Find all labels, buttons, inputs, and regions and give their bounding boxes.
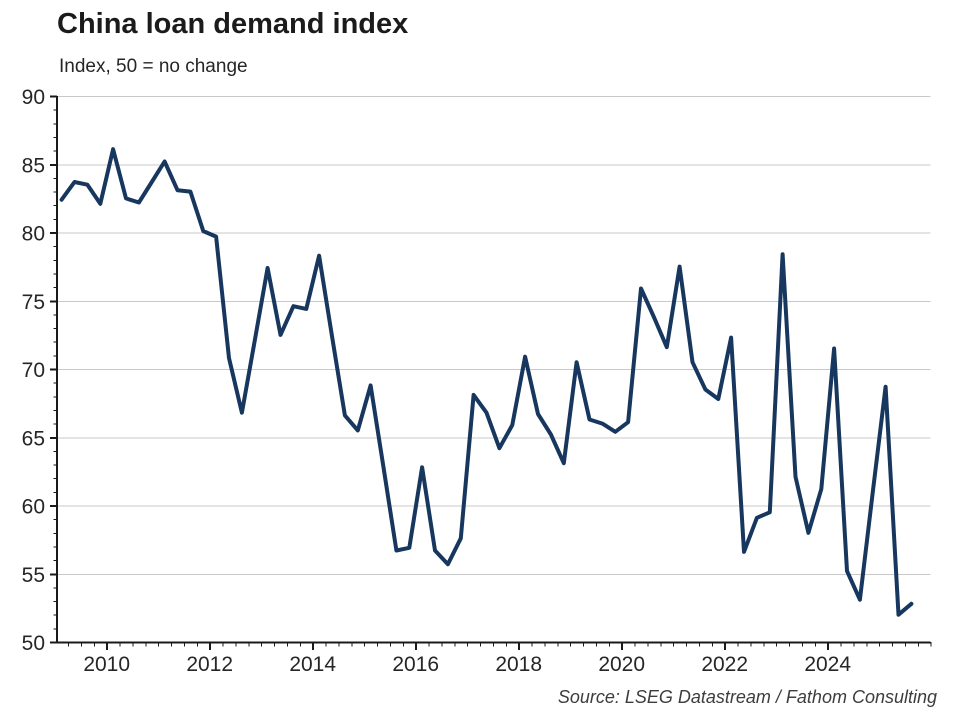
y-tick-label: 65 [22, 427, 45, 450]
x-tick-label: 2018 [495, 653, 542, 676]
x-tick-label: 2016 [392, 653, 439, 676]
source-credit: Source: LSEG Datastream / Fathom Consult… [557, 687, 937, 707]
y-tick-label: 50 [22, 632, 45, 655]
y-tick-label: 75 [22, 291, 45, 314]
data-line-china-loan-demand [59, 147, 914, 617]
x-tick-label: 2014 [289, 653, 336, 676]
y-tick-label: 85 [22, 154, 45, 177]
y-tick-label: 80 [22, 223, 45, 246]
y-tick-label: 90 [22, 86, 45, 109]
x-tick-label: 2010 [83, 653, 130, 676]
x-tick-label: 2024 [804, 653, 851, 676]
y-tick-label: 55 [22, 564, 45, 587]
x-tick-label: 2020 [598, 653, 645, 676]
y-tick-label: 60 [22, 496, 45, 519]
chart-subtitle: Index, 50 = no change [59, 56, 248, 77]
y-tick-label: 70 [22, 359, 45, 382]
x-tick-label: 2022 [701, 653, 748, 676]
chart-title: China loan demand index [57, 8, 409, 40]
x-tick-label: 2012 [186, 653, 233, 676]
